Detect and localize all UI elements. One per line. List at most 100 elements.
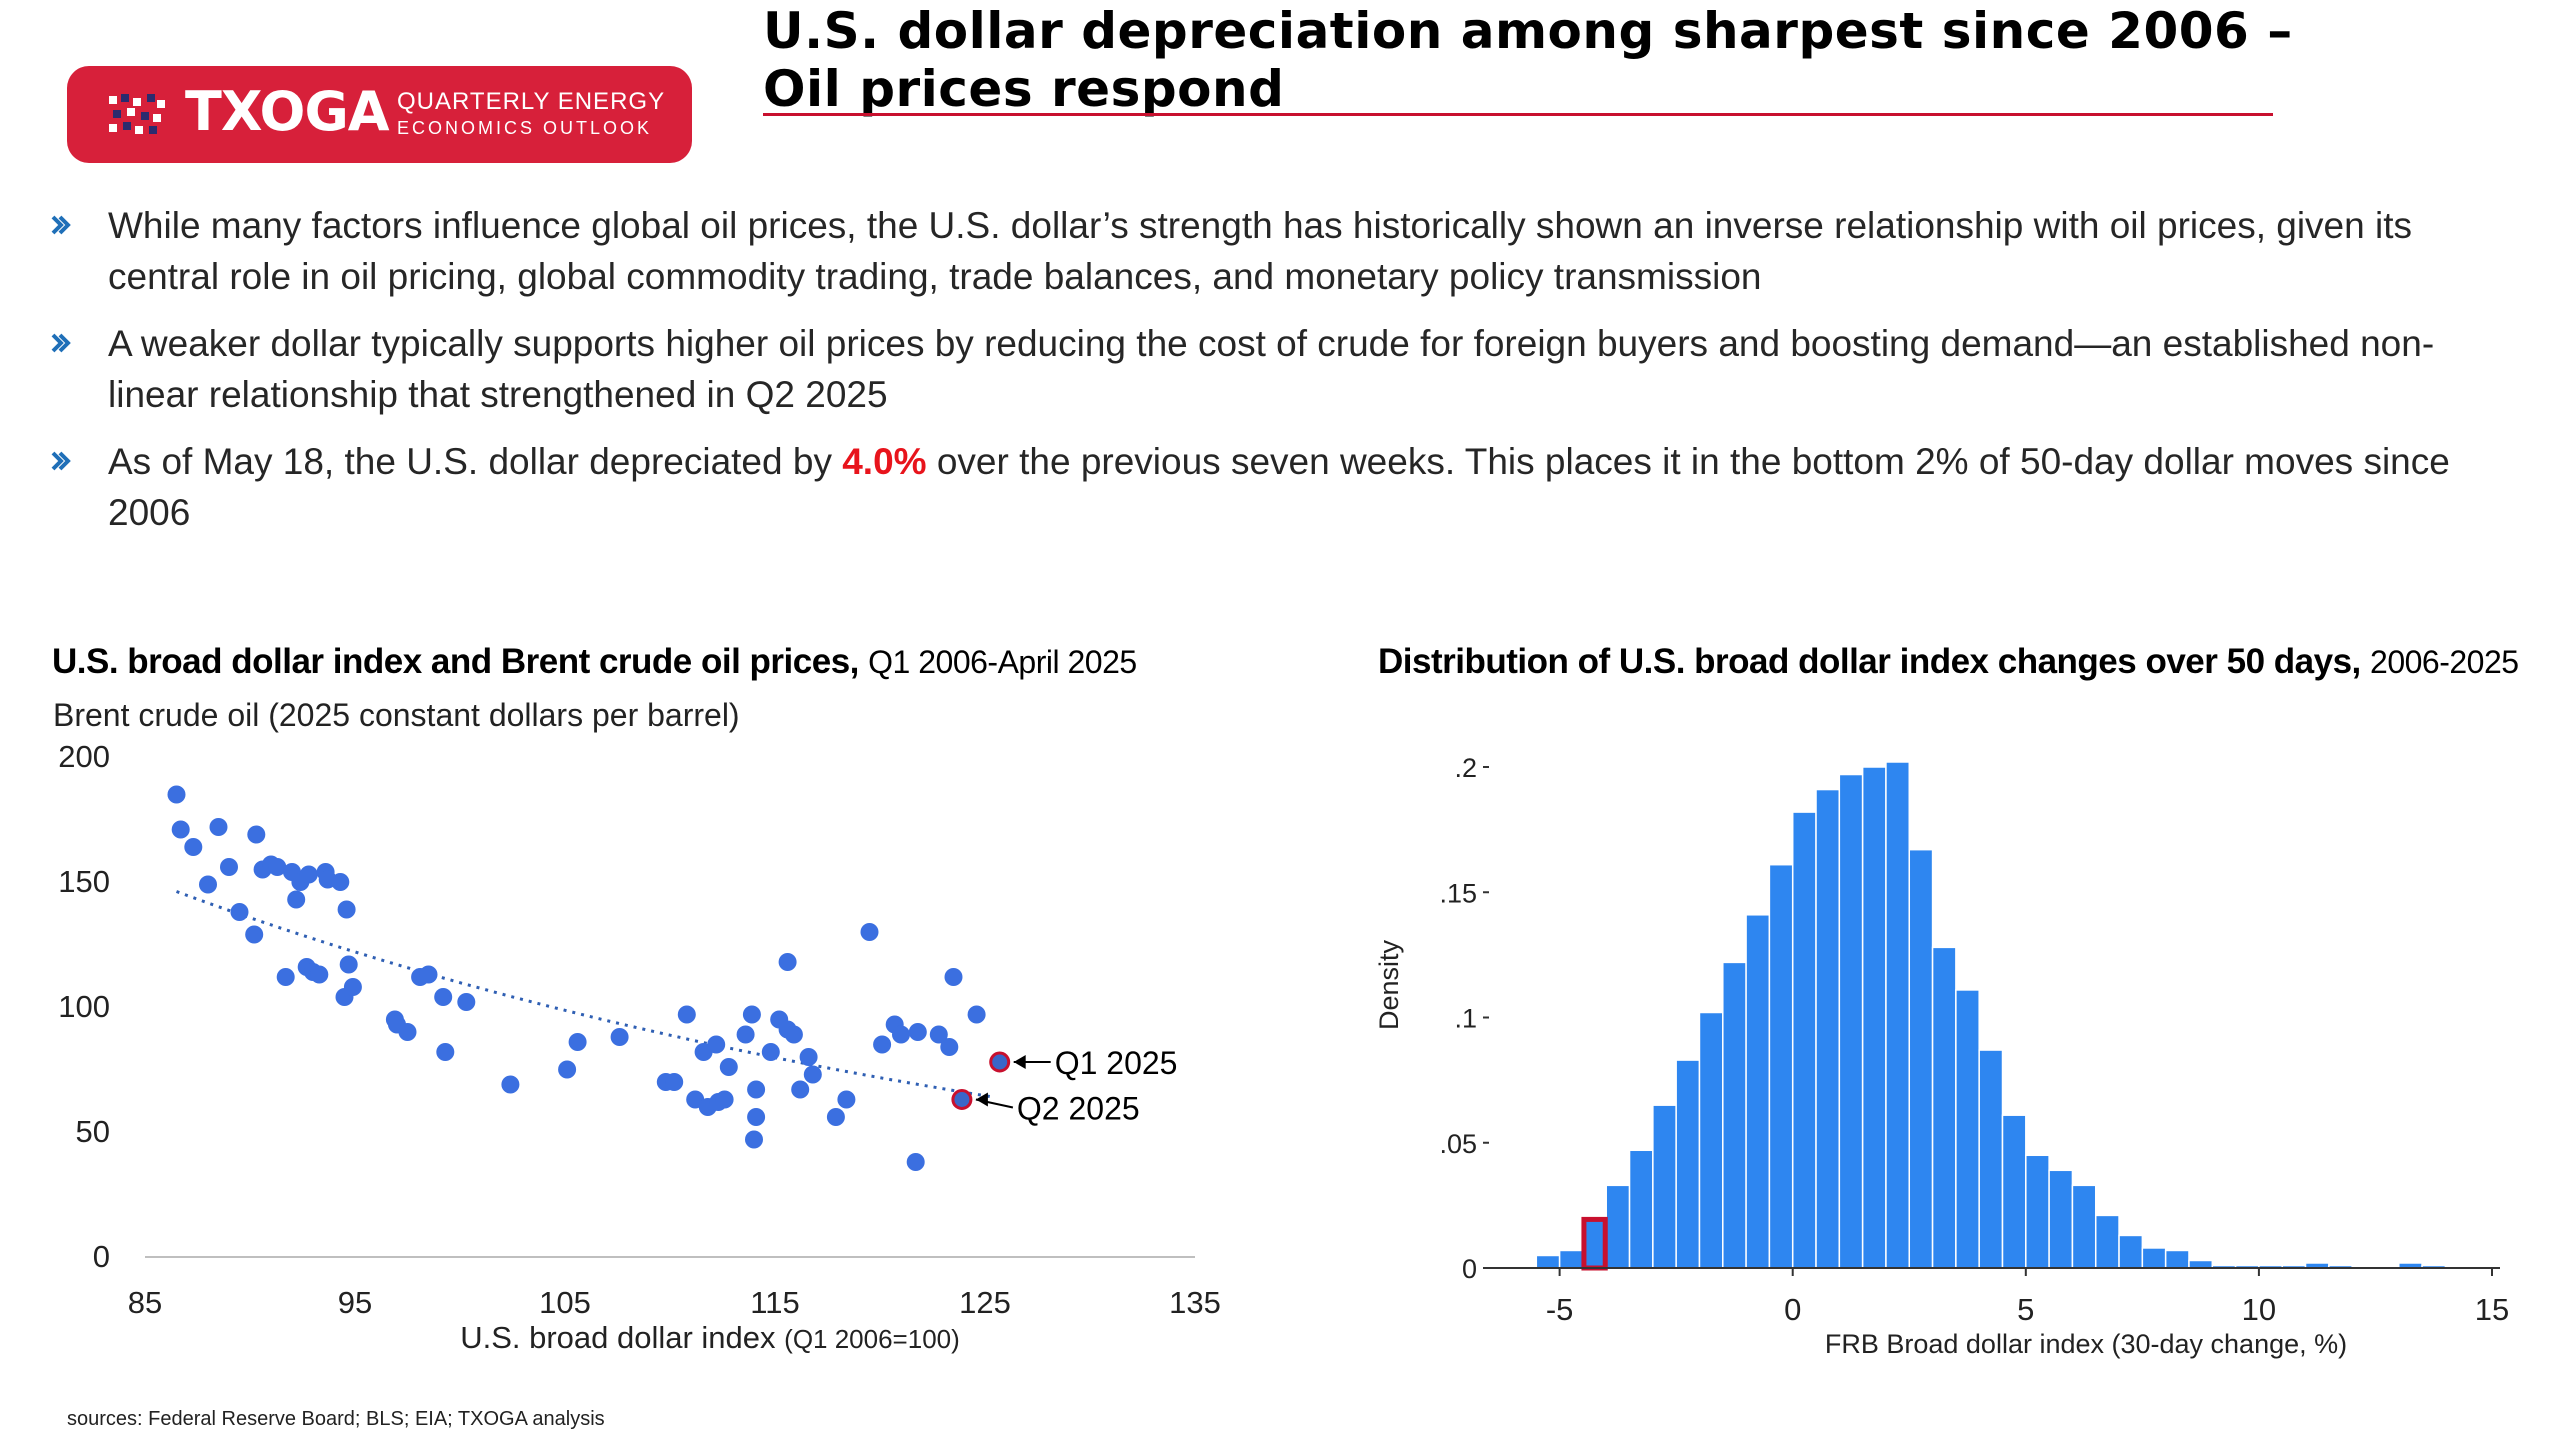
bullet-item: A weaker dollar typically supports highe… — [48, 318, 2508, 420]
scatter-point — [719, 1058, 738, 1076]
histogram-y-tick-label: .15 — [1439, 878, 1477, 908]
scatter-y-tick-label: 150 — [58, 864, 110, 899]
scatter-x-tick-label: 115 — [750, 1285, 799, 1320]
histogram-bar — [1722, 961, 1747, 1269]
scatter-point — [778, 953, 797, 971]
arrow-head-icon — [1013, 1055, 1026, 1069]
scatter-point — [677, 1005, 696, 1024]
scatter-point — [199, 875, 217, 894]
scatter-point — [967, 1005, 986, 1024]
scatter-point — [167, 785, 186, 804]
scatter-point — [247, 825, 266, 844]
scatter-point — [230, 903, 249, 921]
histogram-bar — [1675, 1059, 1701, 1269]
histogram-bar — [2071, 1184, 2097, 1269]
bullet-item: As of May 18, the U.S. dollar depreciate… — [48, 436, 2508, 538]
histogram-bar — [2164, 1249, 2190, 1269]
histogram-bar — [1628, 1149, 1654, 1269]
histogram-chart-subtitle: 2006-2025 — [2370, 644, 2519, 680]
histogram-x-tick-label: 15 — [2475, 1292, 2509, 1327]
histogram-bar — [2094, 1214, 2120, 1269]
histogram-y-tick-label: .2 — [1454, 753, 1477, 783]
scatter-chart-title: U.S. broad dollar index and Brent crude … — [52, 642, 1137, 681]
scatter-point — [331, 873, 350, 891]
scatter-point — [398, 1023, 417, 1041]
bullet-text: A weaker dollar typically supports highe… — [108, 323, 2435, 415]
scatter-point — [558, 1060, 577, 1079]
scatter-point — [299, 865, 318, 884]
scatter-point — [873, 1035, 892, 1054]
histogram-x-axis-label: FRB Broad dollar index (30-day change, %… — [1825, 1329, 2347, 1359]
scatter-point — [906, 1153, 925, 1171]
scatter-y-tick-label: 0 — [93, 1239, 110, 1274]
scatter-point — [419, 965, 438, 984]
logo-tagline-1: QUARTERLY ENERGY — [397, 88, 666, 115]
histogram-x-tick-label: 5 — [2017, 1292, 2034, 1327]
scatter-point — [747, 1080, 766, 1099]
scatter-point — [736, 1025, 755, 1044]
bullet-highlight-value: 4.0% — [842, 441, 927, 482]
histogram-x-tick-label: 0 — [1784, 1292, 1801, 1327]
histogram-bar — [1861, 766, 1887, 1269]
scatter-annotation-label: Q2 2025 — [1017, 1091, 1140, 1127]
scatter-point — [436, 1043, 455, 1061]
chevron-right-icon — [51, 451, 71, 471]
scatter-point — [747, 1108, 766, 1126]
scatter-point — [610, 1028, 629, 1046]
scatter-y-tick-label: 200 — [58, 739, 110, 774]
histogram-bar — [1558, 1249, 1584, 1269]
scatter-highlight-point — [951, 1089, 973, 1110]
histogram-bar — [2025, 1154, 2050, 1269]
bullet-text-after: over the previous seven weeks. This plac… — [108, 441, 2450, 533]
scatter-point — [944, 968, 963, 986]
arrow-head-icon — [975, 1092, 988, 1107]
histogram-bar — [1838, 773, 1864, 1269]
histogram-chart: Density -5 0 5 10 15 0 .05 .1 .15 .2 FRB Broad do… — [1374, 753, 2509, 1359]
histogram-bar — [1605, 1184, 1631, 1269]
histogram-chart-title: Distribution of U.S. broad dollar index … — [1378, 642, 2519, 681]
chevron-right-icon — [51, 215, 71, 235]
histogram-y-tick-label: .05 — [1439, 1129, 1477, 1159]
scatter-point — [837, 1090, 856, 1109]
scatter-point — [171, 820, 190, 839]
scatter-point — [761, 1043, 780, 1061]
scatter-point — [287, 890, 306, 909]
scatter-point — [940, 1038, 959, 1056]
txoga-logo-mark-icon — [109, 94, 165, 134]
scatter-y-tick-label: 50 — [76, 1114, 110, 1149]
scatter-chart-subtitle: Q1 2006-April 2025 — [868, 644, 1137, 680]
scatter-x-axis-label: U.S. broad dollar index (Q1 2006=100) — [460, 1320, 960, 1355]
histogram-bar — [1885, 761, 1911, 1269]
scatter-point — [860, 923, 879, 941]
logo-name: TXOGA — [185, 80, 390, 143]
scatter-point — [715, 1090, 734, 1109]
histogram-bar — [1931, 946, 1957, 1269]
scatter-point — [799, 1048, 818, 1066]
scatter-point — [501, 1075, 520, 1094]
bullet-list: While many factors influence global oil … — [48, 200, 2508, 554]
histogram-bar — [1791, 811, 1817, 1269]
scatter-point — [209, 818, 228, 836]
txoga-logo: TXOGA QUARTERLY ENERGY ECONOMICS OUTLOOK — [67, 66, 692, 163]
histogram-bar — [1745, 914, 1771, 1269]
histogram-bar — [2141, 1247, 2167, 1269]
histogram-bar — [1535, 1254, 1561, 1269]
scatter-highlight-point — [989, 1051, 1011, 1073]
histogram-y-tick-label: .1 — [1454, 1004, 1477, 1034]
scatter-point — [343, 978, 362, 996]
scatter-x-tick-label: 85 — [128, 1285, 162, 1320]
histogram-bar — [2048, 1169, 2074, 1269]
scatter-point — [707, 1035, 726, 1054]
scatter-x-tick-label: 125 — [959, 1285, 1011, 1320]
histogram-bar — [1955, 989, 1980, 1269]
bullet-item: While many factors influence global oil … — [48, 200, 2508, 302]
scatter-x-tick-label: 135 — [1169, 1285, 1221, 1320]
scatter-point — [337, 900, 356, 919]
scatter-point — [892, 1025, 910, 1044]
scatter-point — [784, 1025, 803, 1044]
chevron-right-icon — [51, 333, 71, 353]
scatter-point — [791, 1080, 810, 1099]
title-underline — [763, 113, 2273, 116]
scatter-point — [568, 1033, 587, 1051]
scatter-point — [184, 838, 203, 856]
